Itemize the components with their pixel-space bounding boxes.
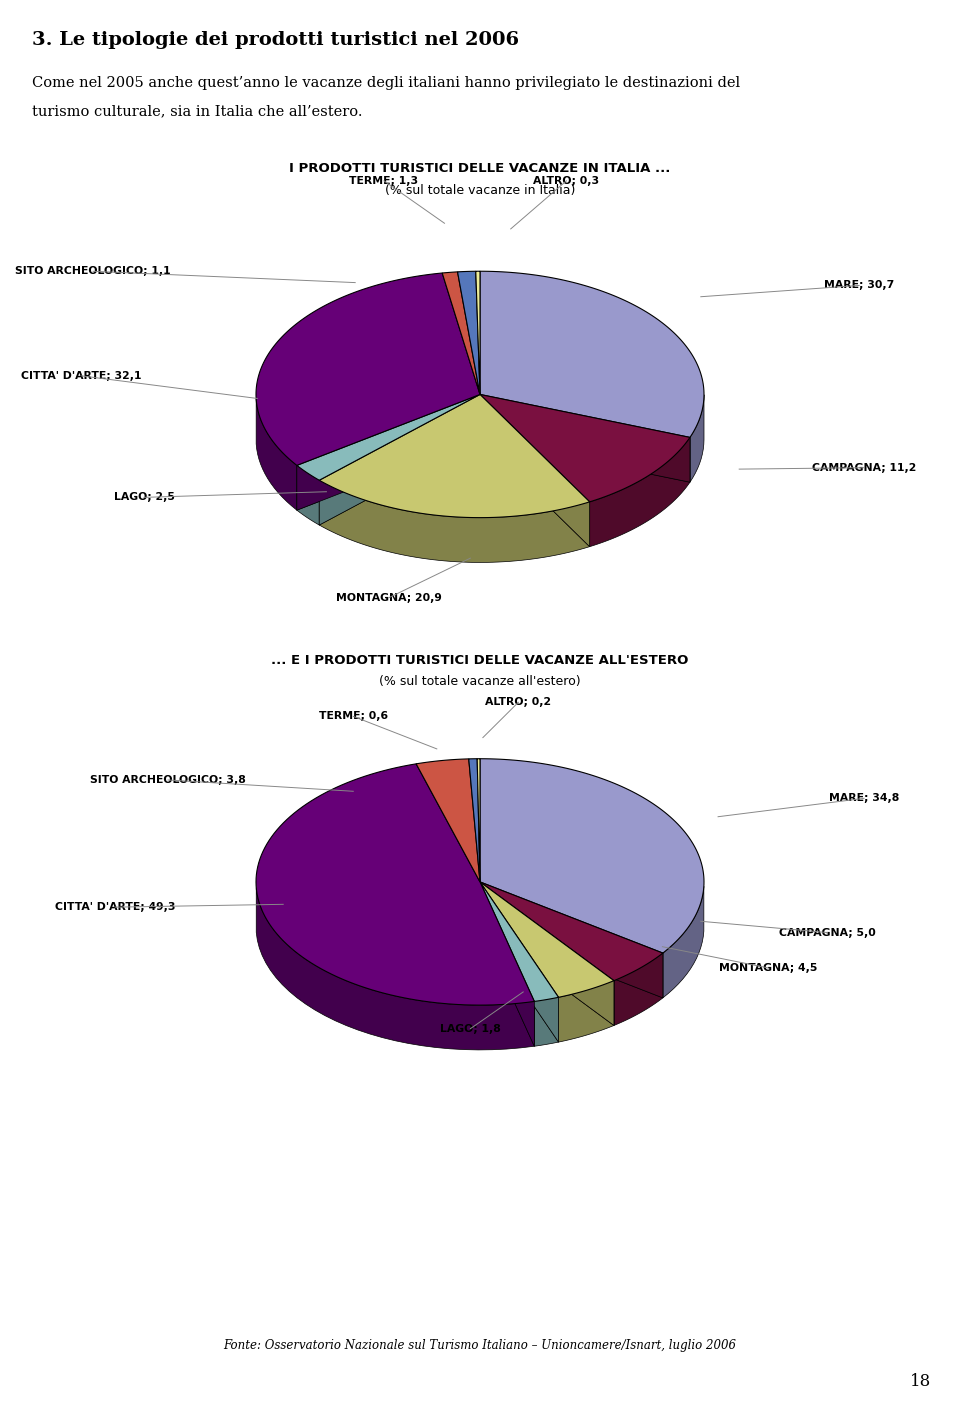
Polygon shape xyxy=(256,764,535,1005)
Polygon shape xyxy=(480,882,662,998)
Text: (% sul totale vacanze all'estero): (% sul totale vacanze all'estero) xyxy=(379,675,581,688)
Polygon shape xyxy=(297,465,320,526)
Text: 3. Le tipologie dei prodotti turistici nel 2006: 3. Le tipologie dei prodotti turistici n… xyxy=(32,31,518,49)
Polygon shape xyxy=(256,273,480,465)
Polygon shape xyxy=(480,394,690,502)
Polygon shape xyxy=(320,394,480,526)
Polygon shape xyxy=(476,271,480,394)
Text: SITO ARCHEOLOGICO; 1,1: SITO ARCHEOLOGICO; 1,1 xyxy=(15,266,171,277)
Text: TERME; 0,6: TERME; 0,6 xyxy=(319,711,388,722)
Polygon shape xyxy=(297,394,480,510)
Text: MONTAGNA; 20,9: MONTAGNA; 20,9 xyxy=(336,592,442,603)
Text: 18: 18 xyxy=(910,1373,931,1390)
Text: (% sul totale vacanze in Italia): (% sul totale vacanze in Italia) xyxy=(385,184,575,196)
Polygon shape xyxy=(535,998,559,1046)
Polygon shape xyxy=(320,394,589,517)
Polygon shape xyxy=(480,394,690,482)
Polygon shape xyxy=(662,886,704,998)
Polygon shape xyxy=(480,882,535,1046)
Polygon shape xyxy=(320,394,480,526)
Polygon shape xyxy=(416,759,480,882)
Polygon shape xyxy=(480,882,662,981)
Text: ALTRO; 0,3: ALTRO; 0,3 xyxy=(534,175,599,187)
Polygon shape xyxy=(480,882,559,1002)
Text: CITTA' D'ARTE; 49,3: CITTA' D'ARTE; 49,3 xyxy=(55,901,176,913)
Polygon shape xyxy=(480,882,662,998)
Polygon shape xyxy=(480,882,614,1026)
Polygon shape xyxy=(690,394,704,482)
Text: MARE; 30,7: MARE; 30,7 xyxy=(824,280,895,291)
Text: turismo culturale, sia in Italia che all’estero.: turismo culturale, sia in Italia che all… xyxy=(32,105,362,119)
Polygon shape xyxy=(480,882,614,998)
Polygon shape xyxy=(480,394,589,547)
Polygon shape xyxy=(468,759,480,882)
Text: MONTAGNA; 4,5: MONTAGNA; 4,5 xyxy=(719,962,817,974)
Polygon shape xyxy=(443,271,480,394)
Text: MARE; 34,8: MARE; 34,8 xyxy=(828,793,900,804)
Text: TERME; 1,3: TERME; 1,3 xyxy=(349,175,419,187)
Polygon shape xyxy=(559,981,614,1043)
Text: CAMPAGNA; 11,2: CAMPAGNA; 11,2 xyxy=(812,462,916,473)
Polygon shape xyxy=(256,398,297,510)
Text: CITTA' D'ARTE; 32,1: CITTA' D'ARTE; 32,1 xyxy=(21,370,142,382)
Polygon shape xyxy=(480,394,589,547)
Polygon shape xyxy=(297,394,480,480)
Polygon shape xyxy=(480,271,704,438)
Polygon shape xyxy=(458,271,480,394)
Polygon shape xyxy=(480,394,690,482)
Polygon shape xyxy=(480,882,614,1026)
Text: Fonte: Osservatorio Nazionale sul Turismo Italiano – Unioncamere/Isnart, luglio : Fonte: Osservatorio Nazionale sul Turism… xyxy=(224,1338,736,1352)
Polygon shape xyxy=(256,887,535,1050)
Polygon shape xyxy=(480,882,535,1046)
Polygon shape xyxy=(480,882,559,1043)
Text: ALTRO; 0,2: ALTRO; 0,2 xyxy=(486,697,551,708)
Polygon shape xyxy=(480,759,704,954)
Polygon shape xyxy=(614,954,662,1026)
Text: LAGO; 2,5: LAGO; 2,5 xyxy=(113,492,175,503)
Text: Come nel 2005 anche quest’anno le vacanze degli italiani hanno privilegiato le d: Come nel 2005 anche quest’anno le vacanz… xyxy=(32,76,740,90)
Polygon shape xyxy=(320,480,589,562)
Polygon shape xyxy=(480,882,559,1043)
Polygon shape xyxy=(477,759,480,882)
Text: I PRODOTTI TURISTICI DELLE VACANZE IN ITALIA ...: I PRODOTTI TURISTICI DELLE VACANZE IN IT… xyxy=(289,162,671,175)
Text: LAGO; 1,8: LAGO; 1,8 xyxy=(440,1023,501,1034)
Text: SITO ARCHEOLOGICO; 3,8: SITO ARCHEOLOGICO; 3,8 xyxy=(90,774,246,786)
Polygon shape xyxy=(297,394,480,510)
Text: ... E I PRODOTTI TURISTICI DELLE VACANZE ALL'ESTERO: ... E I PRODOTTI TURISTICI DELLE VACANZE… xyxy=(272,654,688,667)
Polygon shape xyxy=(589,438,690,547)
Text: CAMPAGNA; 5,0: CAMPAGNA; 5,0 xyxy=(780,927,876,938)
